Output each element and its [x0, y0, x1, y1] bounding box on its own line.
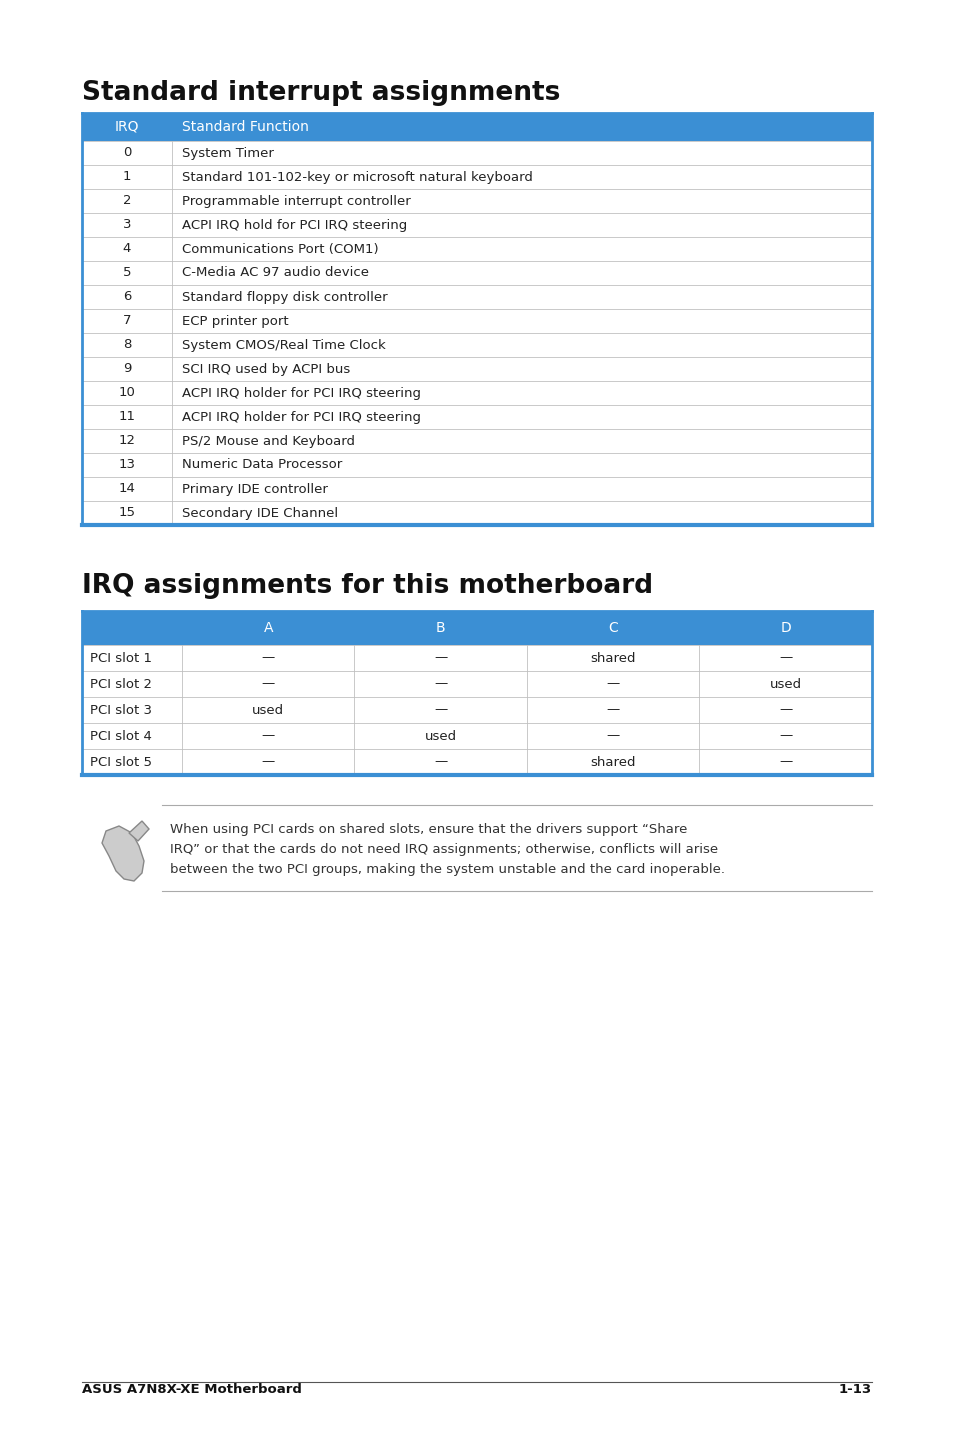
Polygon shape [102, 825, 144, 881]
Text: PCI slot 2: PCI slot 2 [90, 677, 152, 690]
Text: ECP printer port: ECP printer port [182, 315, 289, 328]
Text: —: — [779, 651, 792, 664]
Text: —: — [434, 755, 447, 768]
Text: 9: 9 [123, 362, 132, 375]
Text: ACPI IRQ hold for PCI IRQ steering: ACPI IRQ hold for PCI IRQ steering [182, 219, 407, 232]
Text: System Timer: System Timer [182, 147, 274, 160]
Text: C: C [608, 621, 618, 636]
Text: Numeric Data Processor: Numeric Data Processor [182, 459, 342, 472]
Text: between the two PCI groups, making the system unstable and the card inoperable.: between the two PCI groups, making the s… [170, 863, 724, 876]
Text: PS/2 Mouse and Keyboard: PS/2 Mouse and Keyboard [182, 434, 355, 447]
Text: 1-13: 1-13 [838, 1383, 871, 1396]
Text: 15: 15 [118, 506, 135, 519]
Text: used: used [252, 703, 284, 716]
Text: —: — [606, 703, 619, 716]
Text: —: — [606, 729, 619, 742]
Text: ACPI IRQ holder for PCI IRQ steering: ACPI IRQ holder for PCI IRQ steering [182, 387, 420, 400]
Text: PCI slot 3: PCI slot 3 [90, 703, 152, 716]
Text: SCI IRQ used by ACPI bus: SCI IRQ used by ACPI bus [182, 362, 350, 375]
Text: Primary IDE controller: Primary IDE controller [182, 483, 328, 496]
Text: 2: 2 [123, 194, 132, 207]
Text: shared: shared [590, 651, 636, 664]
Text: used: used [424, 729, 456, 742]
Text: PCI slot 4: PCI slot 4 [90, 729, 152, 742]
Text: 3: 3 [123, 219, 132, 232]
Text: —: — [434, 703, 447, 716]
Text: 5: 5 [123, 266, 132, 279]
Text: 6: 6 [123, 290, 132, 303]
Text: 14: 14 [118, 483, 135, 496]
Text: —: — [261, 651, 274, 664]
Text: IRQ” or that the cards do not need IRQ assignments; otherwise, conflicts will ar: IRQ” or that the cards do not need IRQ a… [170, 843, 718, 856]
Text: B: B [436, 621, 445, 636]
Bar [82, 611, 871, 646]
Text: —: — [261, 677, 274, 690]
Text: 11: 11 [118, 410, 135, 424]
Text: 13: 13 [118, 459, 135, 472]
Text: 1: 1 [123, 171, 132, 184]
Text: 0: 0 [123, 147, 132, 160]
Text: —: — [779, 729, 792, 742]
Text: used: used [769, 677, 801, 690]
Text: —: — [434, 651, 447, 664]
Text: 4: 4 [123, 243, 132, 256]
Text: Communications Port (COM1): Communications Port (COM1) [182, 243, 378, 256]
Text: Standard Function: Standard Function [182, 119, 309, 134]
Text: Standard 101-102-key or microsoft natural keyboard: Standard 101-102-key or microsoft natura… [182, 171, 533, 184]
Text: When using PCI cards on shared slots, ensure that the drivers support “Share: When using PCI cards on shared slots, en… [170, 823, 687, 835]
Text: —: — [779, 703, 792, 716]
Text: Secondary IDE Channel: Secondary IDE Channel [182, 506, 337, 519]
Text: shared: shared [590, 755, 636, 768]
Text: IRQ assignments for this motherboard: IRQ assignments for this motherboard [82, 572, 653, 600]
Text: 7: 7 [123, 315, 132, 328]
Text: —: — [434, 677, 447, 690]
Text: ACPI IRQ holder for PCI IRQ steering: ACPI IRQ holder for PCI IRQ steering [182, 410, 420, 424]
Text: C-Media AC 97 audio device: C-Media AC 97 audio device [182, 266, 369, 279]
Text: PCI slot 5: PCI slot 5 [90, 755, 152, 768]
Text: PCI slot 1: PCI slot 1 [90, 651, 152, 664]
Text: Standard floppy disk controller: Standard floppy disk controller [182, 290, 387, 303]
Text: D: D [780, 621, 790, 636]
Text: Standard interrupt assignments: Standard interrupt assignments [82, 81, 559, 106]
Text: —: — [779, 755, 792, 768]
Text: —: — [261, 755, 274, 768]
Text: A: A [263, 621, 273, 636]
Text: IRQ: IRQ [114, 119, 139, 134]
Text: 8: 8 [123, 338, 132, 351]
Text: Programmable interrupt controller: Programmable interrupt controller [182, 194, 411, 207]
Text: ASUS A7N8X-XE Motherboard: ASUS A7N8X-XE Motherboard [82, 1383, 301, 1396]
Text: System CMOS/Real Time Clock: System CMOS/Real Time Clock [182, 338, 385, 351]
Bar [82, 114, 871, 141]
Text: 12: 12 [118, 434, 135, 447]
Text: 10: 10 [118, 387, 135, 400]
Polygon shape [129, 821, 149, 841]
Text: —: — [606, 677, 619, 690]
Text: —: — [261, 729, 274, 742]
